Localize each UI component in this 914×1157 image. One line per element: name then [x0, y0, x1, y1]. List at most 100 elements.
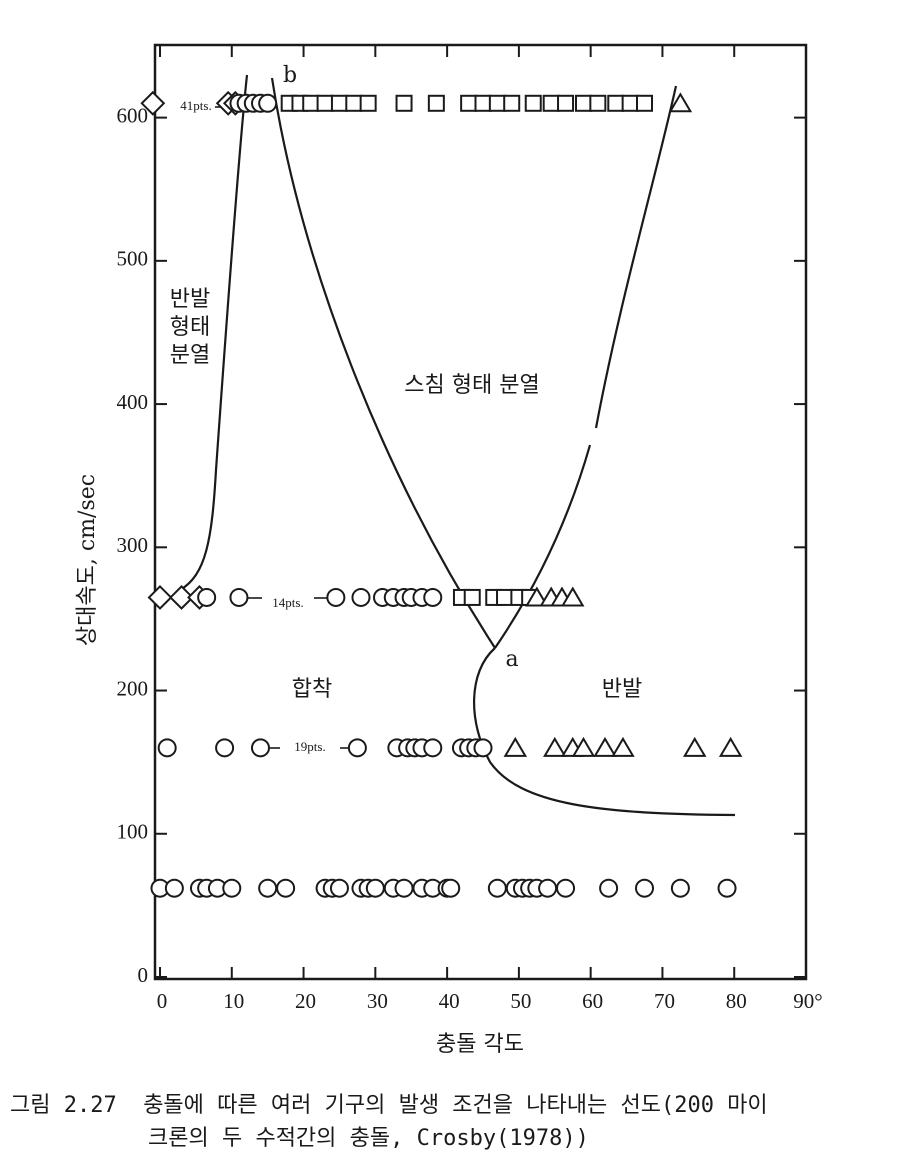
square-point: [345, 94, 363, 112]
circle-point: [556, 878, 576, 898]
x-tick-label: 10: [223, 989, 244, 1013]
square-point: [395, 94, 413, 112]
x-tick-label: 20: [295, 989, 316, 1013]
square-point: [589, 94, 607, 112]
annotation: 14pts.: [272, 595, 303, 610]
annotation: 분열: [170, 343, 210, 368]
circle-point: [222, 878, 242, 898]
y-tick-label: 200: [117, 676, 149, 700]
triangle-point: [593, 736, 617, 757]
square-point: [636, 94, 653, 112]
square-point: [574, 94, 592, 112]
circle-point: [423, 738, 443, 758]
caption: 그림 2.27 충돌에 따른 여러 기구의 발생 조건을 나타내는 선도(200…: [10, 1093, 768, 1118]
circle-point: [487, 878, 507, 898]
circle-point: [670, 878, 690, 898]
triangle-point: [525, 586, 549, 607]
circle-point: [326, 587, 346, 607]
annotation: 합착: [292, 677, 332, 702]
x-tick-label: 80: [726, 989, 747, 1013]
triangle-point: [571, 736, 596, 757]
curve: [473, 647, 736, 817]
y-tick-label: 600: [117, 103, 149, 127]
circle-point: [538, 878, 558, 898]
circle-point: [423, 587, 443, 607]
square-point: [359, 94, 377, 112]
x-tick-label: 0: [157, 989, 168, 1013]
y-axis-label: 상대속도, cm/sec: [75, 474, 100, 646]
circle-point: [441, 878, 461, 898]
curve: [494, 444, 592, 649]
caption: 크론의 두 수적간의 충돌, Crosby(1978)): [148, 1126, 589, 1151]
square-point: [524, 94, 542, 112]
y-tick-label: 100: [117, 820, 149, 844]
annotation: 형태: [170, 315, 210, 340]
square-point: [488, 94, 506, 112]
annotation: 19pts.: [294, 739, 325, 754]
circle-point: [347, 738, 367, 758]
x-tick-label: 40: [439, 989, 460, 1013]
triangle-point: [560, 586, 585, 607]
square-point: [330, 94, 348, 112]
circle-point: [635, 878, 654, 898]
triangle-point: [682, 736, 707, 757]
diamond-point: [147, 585, 173, 610]
x-tick-label: 50: [510, 989, 531, 1013]
circle-point: [717, 878, 737, 898]
circle-point: [365, 878, 385, 898]
annotation: a: [505, 647, 518, 672]
circle-point: [258, 878, 278, 898]
label-leaders: [215, 106, 352, 749]
square-point: [503, 94, 521, 112]
square-point: [607, 94, 625, 112]
annotation: 스침 형태 분열: [404, 373, 539, 398]
y-tick-label: 400: [117, 390, 149, 414]
x-tick-label: 30: [367, 989, 388, 1013]
boundary-curves: [179, 74, 736, 817]
x-tick-label: 70: [654, 989, 675, 1013]
square-point: [460, 94, 478, 112]
circle-point: [229, 587, 249, 607]
circle-point: [599, 878, 619, 898]
y-tick-label: 0: [138, 963, 149, 987]
circle-point: [276, 878, 296, 898]
square-point: [463, 588, 481, 606]
y-tick-label: 500: [117, 247, 149, 271]
square-point: [542, 94, 560, 112]
square-point: [621, 94, 639, 112]
curve: [270, 77, 496, 649]
annotation: b: [283, 63, 297, 88]
curve: [179, 74, 249, 591]
square-point: [302, 94, 320, 112]
diamond-point: [140, 90, 166, 116]
triangle-point: [503, 736, 528, 757]
plot-frame: [153, 43, 808, 981]
annotation: 반발: [170, 287, 210, 312]
x-axis-label: 충돌 각도: [436, 1032, 524, 1057]
diamond-point: [169, 585, 194, 610]
annotation: 반발: [602, 677, 642, 702]
annotation: 41pts.: [180, 98, 211, 113]
circle-point: [250, 738, 270, 758]
circle-point: [351, 587, 371, 607]
circle-point: [258, 93, 278, 113]
x-tick-label: 90°: [793, 989, 822, 1013]
circle-point: [164, 878, 184, 898]
triangle-point: [718, 736, 743, 757]
curve: [594, 85, 678, 429]
circle-point: [157, 738, 177, 758]
square-point: [557, 94, 575, 112]
circle-point: [473, 738, 493, 758]
y-tick-label: 300: [117, 533, 149, 557]
square-point: [427, 94, 445, 112]
circle-point: [329, 878, 349, 898]
x-tick-label: 60: [582, 989, 603, 1013]
square-point: [496, 588, 514, 606]
triangle-point: [543, 736, 567, 757]
triangle-point: [611, 736, 635, 757]
circle-point: [215, 738, 235, 758]
square-point: [316, 94, 334, 112]
circle-point: [197, 587, 217, 607]
circle-point: [394, 878, 414, 898]
